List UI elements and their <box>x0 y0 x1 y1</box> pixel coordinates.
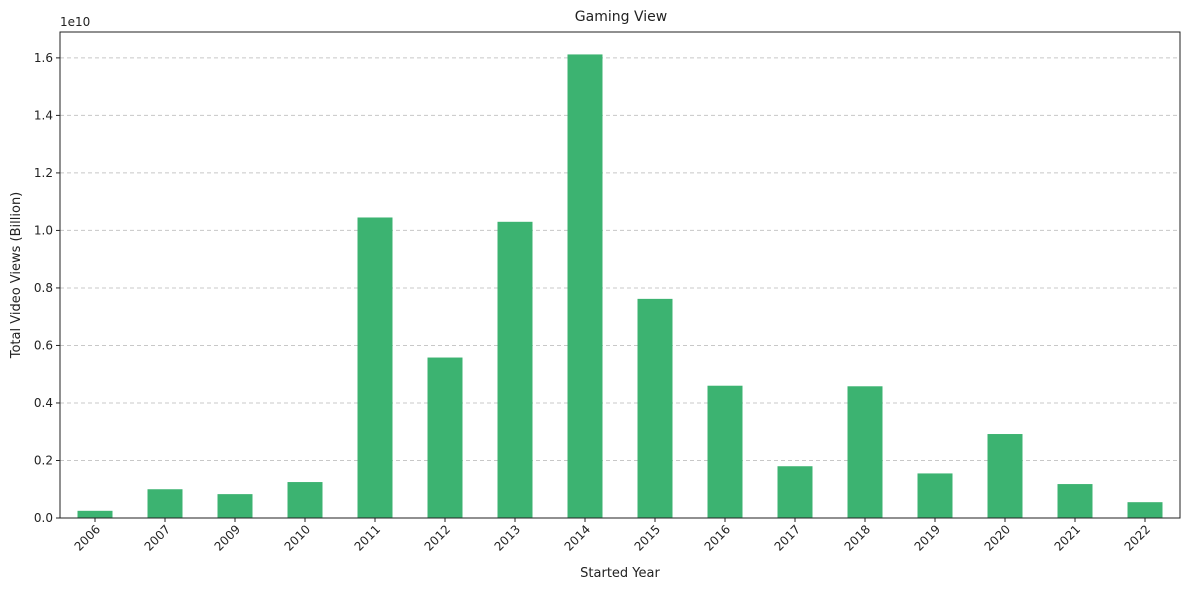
x-tick-label: 2012 <box>422 522 453 553</box>
x-tick-label: 2022 <box>1122 522 1153 553</box>
bar-2016 <box>707 385 743 518</box>
bar-2013 <box>497 221 533 518</box>
x-tick-label: 2007 <box>142 522 173 553</box>
y-offset-label: 1e10 <box>60 15 90 29</box>
bar-2007 <box>147 489 183 518</box>
plot-frame <box>59 31 1181 519</box>
bar-2010 <box>287 482 323 518</box>
bar-2020 <box>987 434 1023 518</box>
x-tick-label: 2010 <box>282 522 313 553</box>
bar-2014 <box>567 54 603 518</box>
x-tick-label: 2014 <box>562 522 593 553</box>
x-tick-label: 2020 <box>982 522 1013 553</box>
x-tick-label: 2017 <box>772 522 803 553</box>
x-tick-label: 2013 <box>492 522 523 553</box>
y-tick-label: 0.4 <box>34 396 53 410</box>
bar-2015 <box>637 298 673 518</box>
x-tick-label: 2016 <box>702 522 733 553</box>
y-tick-label: 1.4 <box>34 108 53 122</box>
x-axis-label: Started Year <box>580 566 660 581</box>
x-tick-label: 2009 <box>212 522 243 553</box>
bar-2018 <box>847 386 883 518</box>
y-tick-label: 0.0 <box>34 511 53 525</box>
chart-title: Gaming View <box>575 9 667 25</box>
bar-2017 <box>777 466 813 518</box>
y-tick-label: 0.2 <box>34 453 53 467</box>
x-tick-label: 2006 <box>72 522 103 553</box>
bar-2021 <box>1057 484 1093 518</box>
bar-2012 <box>427 357 463 518</box>
bar-2006 <box>77 510 113 518</box>
x-tick-label: 2021 <box>1052 522 1083 553</box>
bar-2009 <box>217 494 253 518</box>
y-tick-label: 0.6 <box>34 338 53 352</box>
x-tick-label: 2015 <box>632 522 663 553</box>
y-tick-label: 0.8 <box>34 281 53 295</box>
y-tick-label: 1.0 <box>34 223 53 237</box>
bar-2011 <box>357 217 393 518</box>
y-tick-label: 1.6 <box>34 51 53 65</box>
x-tick-label: 2011 <box>352 522 383 553</box>
y-axis-ticks: 0.0 0.2 0.4 0.6 0.8 1.0 1.2 1.4 1.6 <box>34 51 60 525</box>
bar-2019 <box>917 473 953 518</box>
x-tick-label: 2018 <box>842 522 873 553</box>
y-gridlines <box>60 57 1180 461</box>
bar-2022 <box>1127 502 1163 518</box>
x-axis-ticks: 2006 2007 2009 2010 2011 2012 2013 2014 2015 2016… <box>72 518 1153 554</box>
x-tick-label: 2019 <box>912 522 943 553</box>
bars <box>77 54 1163 518</box>
y-axis-label: Total Video Views (Billion) <box>9 192 24 360</box>
y-tick-label: 1.2 <box>34 166 53 180</box>
